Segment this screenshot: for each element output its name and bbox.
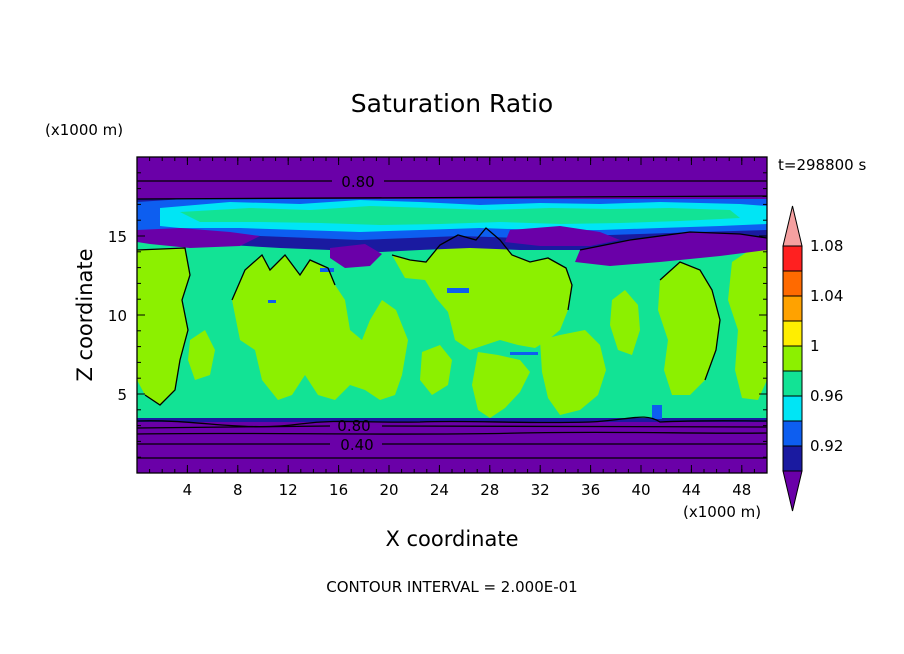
contour-region-green (180, 206, 740, 225)
colorbar-arrow-high (782, 205, 803, 247)
x-tick-label: 44 (682, 481, 701, 499)
colorbar-swatch (782, 420, 803, 447)
contour-line (391, 227, 573, 311)
x-tick-label: 24 (430, 481, 449, 499)
x-tick-label: 36 (581, 481, 600, 499)
time-label: t=298800 s (778, 156, 866, 174)
contour-region-lime (420, 345, 452, 395)
contour-region-lime (137, 248, 190, 405)
contour-region-lime (232, 255, 408, 400)
x-tick-label: 28 (480, 481, 499, 499)
contour-region-lime (540, 330, 606, 415)
contour-speck-blue (510, 352, 538, 355)
contour-speck-blue (447, 288, 469, 293)
contour-speck-blue (320, 268, 334, 272)
z-axis-unit: (x1000 m) (45, 121, 123, 139)
colorbar-arrow-low (782, 470, 803, 512)
contour-line (136, 195, 768, 200)
x-tick-label: 8 (233, 481, 243, 499)
x-axis-label: X coordinate (385, 527, 518, 551)
contour-label: 0.80 (337, 417, 370, 435)
contour-region-lime (610, 290, 640, 355)
contour-region-lowest (575, 232, 767, 266)
contour-line (136, 425, 768, 429)
contour-lines (136, 180, 768, 459)
colorbar-label: 1.08 (810, 237, 843, 255)
colorbar-swatch (782, 395, 803, 422)
contour-speck-blue (652, 405, 662, 419)
x-axis-unit: (x1000 m) (683, 503, 761, 521)
colorbar-swatch (782, 270, 803, 297)
x-tick-label: 4 (183, 481, 193, 499)
z-tick-label: 15 (108, 228, 127, 246)
y-axis-label: Z coordinate (73, 248, 97, 381)
contour-line (136, 431, 768, 435)
contour-speck-blue (268, 300, 276, 303)
colorbar-swatch (782, 295, 803, 322)
contour-region-lime (392, 228, 572, 350)
colorbar-swatch (782, 245, 803, 272)
colorbar-label: 1.04 (810, 287, 843, 305)
x-tick-label: 20 (379, 481, 398, 499)
x-tick-label: 12 (279, 481, 298, 499)
contour-label: 0.80 (341, 173, 374, 191)
contour-region-lime (658, 262, 720, 395)
contour-plot-area: 0.80 0.80 0.40 (136, 156, 768, 474)
contour-region-lowest (330, 244, 382, 268)
contour-label: 0.40 (340, 436, 373, 454)
contour-region-dark-blue (137, 418, 767, 422)
contour-region-lime (728, 248, 767, 400)
x-tick-label: 32 (531, 481, 550, 499)
colorbar-swatch (782, 345, 803, 372)
contour-region-lowest (137, 228, 260, 248)
contour-line (579, 231, 768, 251)
x-tick-label: 16 (329, 481, 348, 499)
colorbar: 0.92 0.96 1 1.04 1.08 (782, 205, 843, 512)
x-tick-label: 48 (732, 481, 751, 499)
colorbar-swatch (782, 445, 803, 472)
contour-region-lowest (137, 421, 767, 473)
chart-title: Saturation Ratio (351, 89, 553, 118)
contour-region-lowest (505, 226, 620, 246)
colorbar-label: 0.96 (810, 387, 843, 405)
contour-label-group: 0.80 0.80 0.40 (337, 173, 374, 454)
colorbar-swatch (782, 320, 803, 347)
contour-interval-footer: CONTOUR INTERVAL = 2.000E-01 (326, 578, 577, 596)
contour-line (659, 261, 721, 381)
contour-region-lime (188, 330, 215, 380)
contour-line (231, 253, 336, 301)
z-tick-label: 5 (117, 386, 127, 404)
z-axis: 5 10 15 (108, 172, 767, 458)
colorbar-label: 0.92 (810, 437, 843, 455)
x-axis: 4 8 12 16 20 24 28 32 36 40 44 48 (149, 157, 755, 499)
z-tick-label: 10 (108, 307, 127, 325)
colorbar-label: 1 (810, 337, 820, 355)
x-tick-label: 40 (631, 481, 650, 499)
contour-region-lime (472, 352, 530, 418)
contour-region-lowest (137, 157, 767, 199)
contour-line (136, 247, 191, 406)
colorbar-swatch (782, 370, 803, 397)
